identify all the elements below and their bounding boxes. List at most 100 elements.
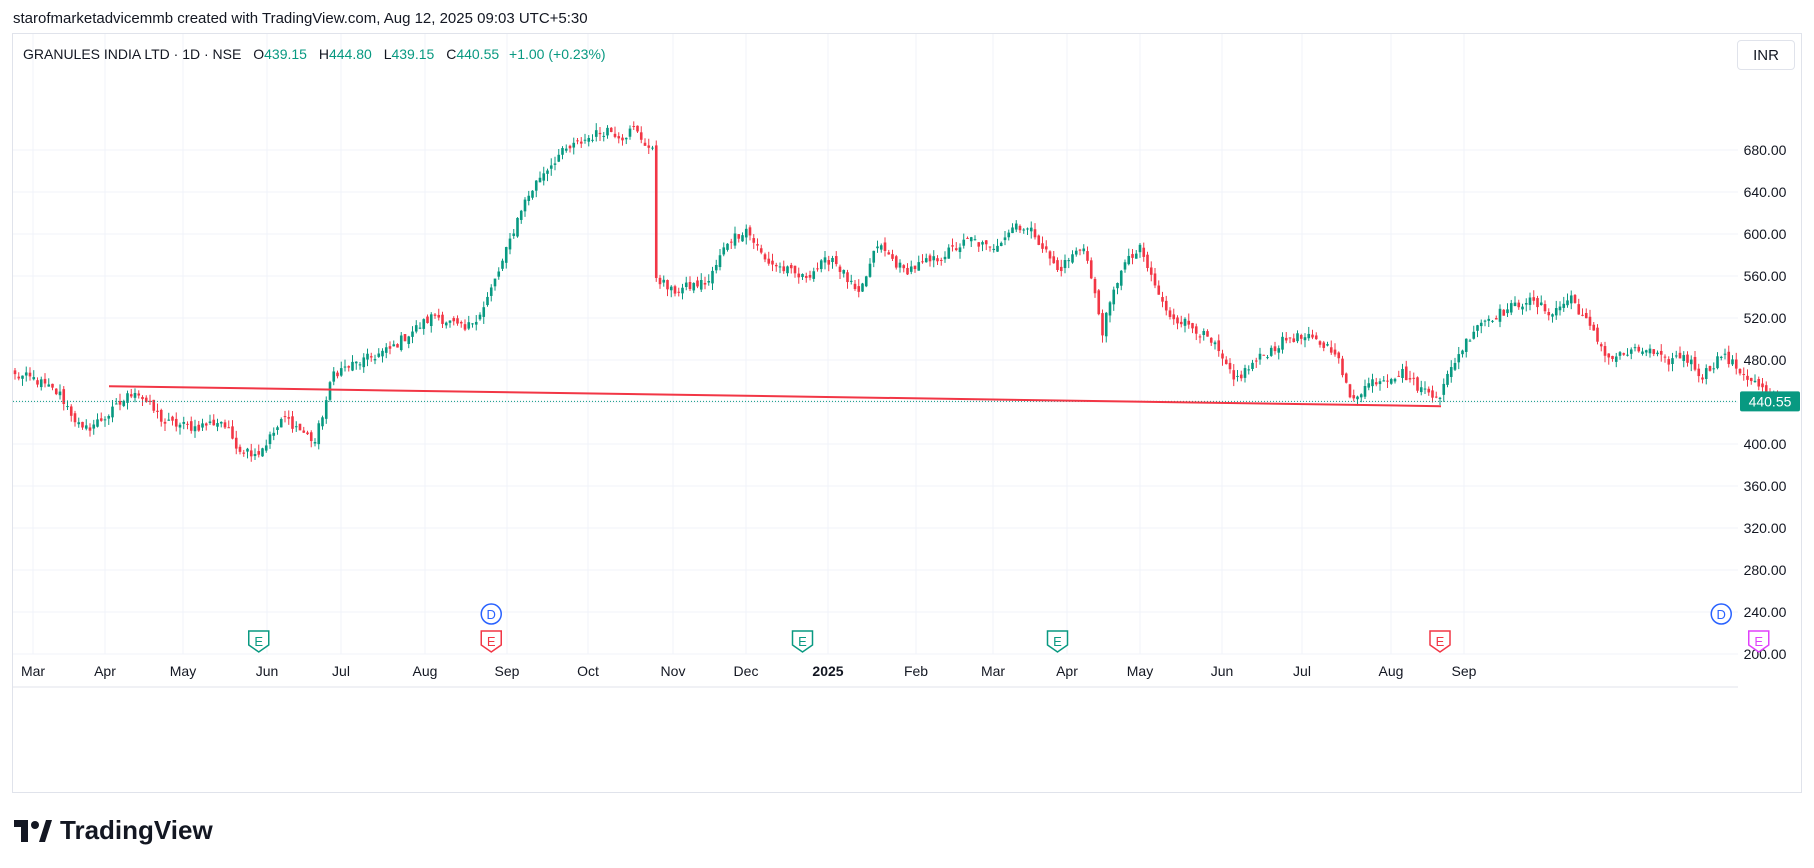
candle-body [1712, 368, 1716, 370]
candle-body [879, 245, 883, 250]
legend-close-value: 440.55 [456, 46, 500, 62]
candle-body [294, 426, 298, 428]
candle-body [1464, 338, 1468, 352]
candle-body [1689, 359, 1693, 365]
candle-body [804, 275, 808, 278]
candle-body [283, 416, 287, 418]
candle-body [396, 344, 399, 348]
candle-body [28, 372, 32, 377]
candle-body [951, 245, 954, 247]
candle-body [103, 419, 107, 421]
candle-body [1011, 227, 1014, 234]
candle-body [572, 142, 576, 148]
candle-body [1404, 366, 1408, 381]
candle-body [1622, 353, 1626, 355]
candle-body [1071, 254, 1074, 263]
candle-body [441, 314, 444, 324]
candle-body [163, 421, 167, 424]
x-tick-label: Mar [21, 663, 45, 679]
x-tick-label: Mar [981, 663, 1005, 679]
earnings-marker-label: E [798, 634, 807, 649]
candle-body [501, 260, 504, 269]
candle-body [557, 154, 561, 162]
candle-body [1303, 337, 1307, 341]
candle-body [369, 356, 373, 358]
candle-body [1029, 227, 1033, 232]
candle-body [1704, 368, 1708, 379]
currency-button[interactable]: INR [1737, 40, 1795, 70]
candle-body [1637, 346, 1641, 352]
candle-body [741, 235, 744, 242]
candle-body [1408, 378, 1412, 380]
y-tick-label: 320.00 [1744, 520, 1787, 536]
candle-body [1719, 356, 1723, 358]
candle-body [422, 319, 426, 329]
candle-body [1539, 302, 1543, 306]
candle-body [1209, 337, 1213, 343]
candle-body [186, 423, 189, 425]
candle-body [141, 396, 144, 400]
candle-body [1352, 395, 1356, 399]
candle-body [1656, 352, 1659, 355]
candle-body [1116, 282, 1119, 289]
candle-body [973, 239, 977, 241]
candle-body [568, 145, 572, 149]
candle-body [1648, 348, 1652, 354]
earnings-marker-label: E [1053, 634, 1062, 649]
candle-body [328, 382, 332, 400]
candle-body [1386, 380, 1389, 382]
candle-body [846, 272, 849, 283]
x-tick-label: May [170, 663, 196, 679]
candle-body [463, 324, 467, 330]
candle-body [894, 256, 898, 268]
candle-body [227, 427, 231, 429]
candle-body [1333, 349, 1337, 355]
candle-body [234, 437, 238, 449]
candle-body [853, 283, 857, 290]
candle-body [864, 276, 868, 287]
candle-body [1468, 340, 1472, 342]
candle-body [1607, 353, 1611, 358]
candle-body [662, 279, 666, 283]
candle-body [579, 141, 583, 144]
candle-body [43, 378, 47, 384]
candle-body [197, 424, 201, 431]
candle-body [872, 250, 876, 263]
candle-body [1682, 355, 1686, 361]
chart-frame[interactable]: 680.00 640.00 600.00 560.00 520.00 480.00 440.… [12, 33, 1802, 793]
candle-body [1142, 247, 1146, 257]
candle-body [1138, 244, 1142, 253]
candle-body [1449, 367, 1453, 377]
x-tick-label: Sep [1452, 663, 1477, 679]
candle-body [1108, 302, 1112, 316]
candle-body [1213, 342, 1217, 345]
candle-body [1056, 260, 1059, 271]
y-tick-label: 520.00 [1744, 310, 1787, 326]
candle-body [309, 432, 313, 442]
candle-body [954, 248, 958, 251]
candlestick-chart[interactable]: 680.00 640.00 600.00 560.00 520.00 480.00 440.… [13, 34, 1803, 794]
candle-body [377, 353, 381, 357]
candle-body [534, 180, 538, 191]
candle-body [118, 401, 122, 405]
candle-body [1701, 377, 1704, 380]
candle-body [564, 148, 568, 151]
candle-body [1678, 352, 1682, 359]
earnings-marker [1748, 630, 1770, 653]
candle-body [546, 170, 549, 174]
candle-body [433, 314, 437, 316]
candle-body [981, 242, 984, 245]
candle-body [429, 314, 433, 327]
candle-body [1093, 278, 1097, 294]
candle-body [823, 257, 827, 263]
candle-body [1202, 331, 1206, 336]
candle-body [1438, 397, 1442, 399]
candle-body [1738, 369, 1742, 374]
candle-body [876, 246, 879, 249]
candle-body [767, 258, 771, 264]
candle-body [1584, 312, 1588, 319]
candle-body [1048, 251, 1052, 259]
candle-body [332, 371, 336, 382]
legend-change: +1.00 (+0.23%) [509, 46, 606, 62]
candle-body [1731, 359, 1734, 365]
